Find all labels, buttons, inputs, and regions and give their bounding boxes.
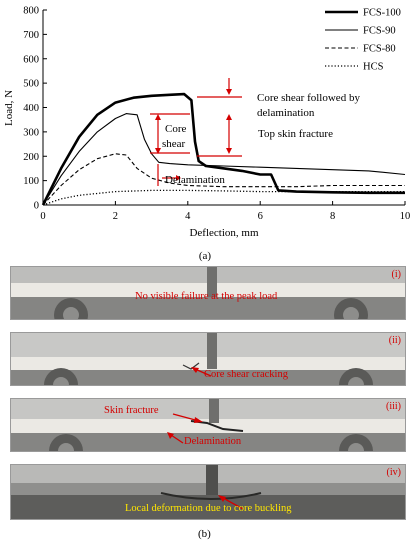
y-tick-label: 600 bbox=[23, 54, 39, 65]
annotation-core-shear-delam-1: Core shear followed by bbox=[257, 92, 360, 104]
annotation-local-deformation: Local deformation due to core buckling bbox=[125, 503, 292, 514]
photo-panel-iv: (iv) Local deformation due to core buckl… bbox=[10, 464, 406, 520]
legend-label-hcs: HCS bbox=[363, 62, 384, 73]
x-tick-group: 0 2 4 6 8 10 bbox=[40, 201, 410, 222]
series-line-fcs-80 bbox=[42, 153, 405, 206]
arrows-iii bbox=[167, 413, 203, 444]
legend-label-fcs-100: FCS-100 bbox=[363, 8, 401, 19]
chart-caption: (a) bbox=[199, 250, 212, 262]
annotation-core-2: shear bbox=[162, 138, 186, 150]
series-line-fcs-100 bbox=[41, 92, 405, 206]
y-tick-label: 0 bbox=[34, 201, 39, 212]
annotation-core-shear-cracking: Core shear cracking bbox=[204, 369, 288, 380]
photo-caption: (b) bbox=[198, 528, 211, 540]
legend-label-fcs-90: FCS-90 bbox=[363, 26, 396, 37]
y-tick-label: 200 bbox=[23, 152, 39, 163]
photo-panel-i: (i) No visible failure at the peak load bbox=[10, 266, 406, 320]
x-axis-label: Deflection, mm bbox=[189, 227, 258, 239]
panel-label-i: (i) bbox=[391, 269, 401, 280]
annotation-core-shear-delam-2: delamination bbox=[257, 107, 315, 119]
annotation-top-skin-fracture: Top skin fracture bbox=[258, 128, 333, 140]
series-group bbox=[41, 92, 406, 206]
legend-label-fcs-80: FCS-80 bbox=[363, 44, 396, 55]
y-tick-label: 300 bbox=[23, 127, 39, 138]
annotation-delamination: Delamination bbox=[165, 174, 225, 186]
y-axis-label: Load, N bbox=[3, 90, 15, 126]
arrow-core-buckling bbox=[218, 495, 244, 510]
y-tick-label: 500 bbox=[23, 79, 39, 90]
photo-iii-illustration bbox=[11, 399, 405, 451]
y-tick-label: 700 bbox=[23, 30, 39, 41]
photo-iv-illustration bbox=[11, 465, 405, 519]
photo-panel-ii: (ii) Core shear cracking bbox=[10, 332, 406, 386]
y-tick-label: 100 bbox=[23, 176, 39, 187]
x-tick-label: 10 bbox=[400, 211, 411, 222]
y-tick-group: 0 100 200 300 400 500 600 700 800 bbox=[23, 6, 47, 212]
photo-ii-illustration bbox=[11, 333, 405, 385]
panel-label-ii: (ii) bbox=[388, 335, 401, 346]
annotation-delamination-photo: Delamination bbox=[184, 436, 242, 447]
photo-panel-iii: (iii) Skin fracture Delamination bbox=[10, 398, 406, 452]
load-deflection-chart: 0 2 4 6 8 10 0 100 200 300 400 500 600 700 800 FCS-10… bbox=[3, 6, 410, 263]
y-tick-label: 800 bbox=[23, 6, 39, 17]
y-tick-label: 400 bbox=[23, 103, 39, 114]
photo-i-illustration bbox=[11, 267, 405, 319]
legend: FCS-100 FCS-90 FCS-80 HCS bbox=[325, 8, 401, 73]
panel-label-iv: (iv) bbox=[386, 467, 401, 478]
x-tick-label: 2 bbox=[113, 211, 118, 222]
panel-label-iii: (iii) bbox=[386, 401, 401, 412]
x-tick-label: 4 bbox=[185, 211, 191, 222]
x-tick-label: 8 bbox=[330, 211, 335, 222]
x-tick-label: 6 bbox=[258, 211, 263, 222]
annotation-markers bbox=[150, 78, 242, 186]
x-tick-label: 0 bbox=[40, 211, 45, 222]
arrow-core-shear bbox=[191, 367, 212, 377]
annotation-no-visible-failure: No visible failure at the peak load bbox=[135, 291, 278, 302]
annotation-skin-fracture: Skin fracture bbox=[104, 405, 159, 416]
annotation-core-1: Core bbox=[165, 123, 187, 135]
series-line-fcs-90 bbox=[42, 113, 406, 206]
